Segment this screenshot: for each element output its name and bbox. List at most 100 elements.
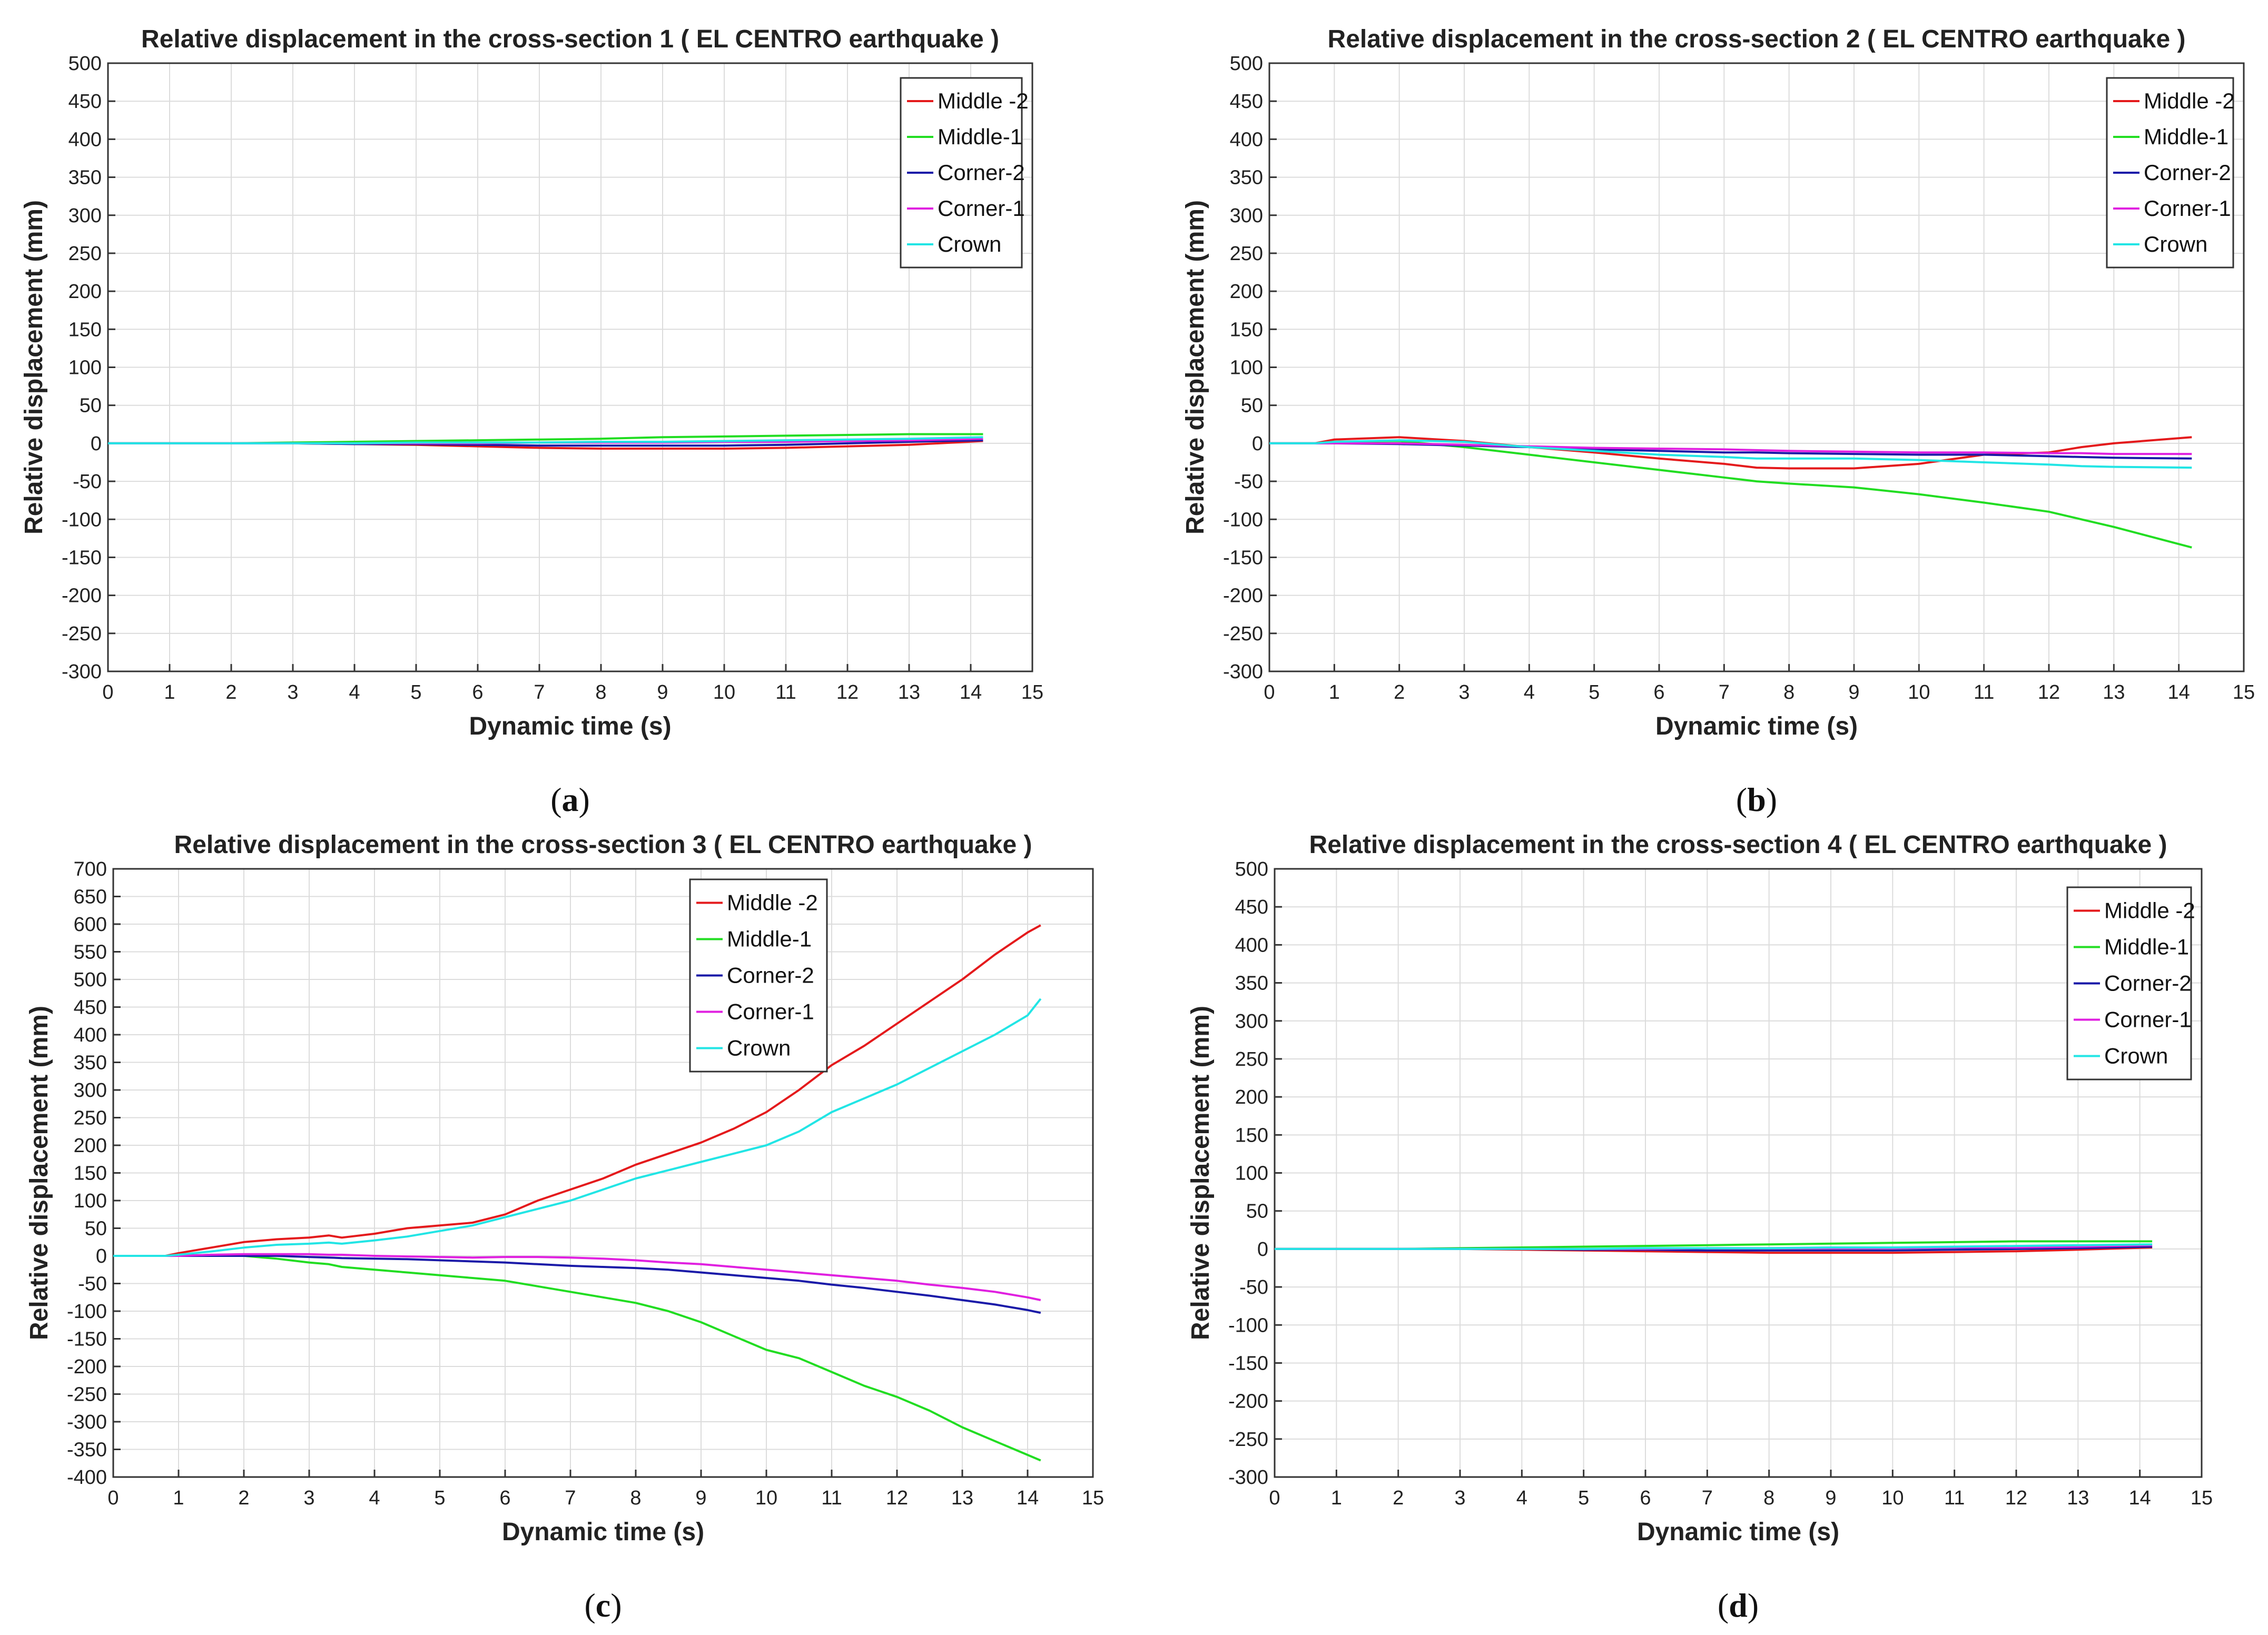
y-tick-label: 450 — [74, 997, 107, 1019]
y-tick-label: 200 — [1230, 281, 1263, 303]
x-tick-label: 7 — [565, 1487, 576, 1509]
y-tick-label: -50 — [1234, 471, 1263, 493]
x-tick-label: 8 — [1763, 1487, 1774, 1509]
y-tick-label: -150 — [67, 1329, 107, 1351]
x-tick-label: 2 — [1394, 681, 1405, 703]
x-tick-label: 14 — [2129, 1487, 2151, 1509]
series-line-corner-2 — [113, 1255, 1041, 1314]
x-tick-label: 4 — [349, 681, 360, 703]
x-tick-label: 13 — [898, 681, 920, 703]
legend-entry-label: Middle-1 — [2104, 935, 2189, 959]
x-tick-label: 10 — [713, 681, 735, 703]
x-tick-label: 6 — [1640, 1487, 1651, 1509]
y-axis-label: Relative displacement (mm) — [25, 1006, 53, 1340]
x-tick-label: 4 — [1516, 1487, 1527, 1509]
x-tick-label: 11 — [1974, 681, 1994, 703]
x-tick-label: 4 — [369, 1487, 380, 1509]
y-tick-label: -150 — [1223, 547, 1263, 569]
x-tick-label: 11 — [821, 1487, 842, 1509]
x-tick-label: 1 — [173, 1487, 184, 1509]
y-axis-label: Relative displacement (mm) — [20, 200, 48, 534]
x-tick-label: 14 — [960, 681, 982, 703]
panel-label: (b) — [1736, 781, 1777, 818]
x-tick-label: 0 — [1269, 1487, 1280, 1509]
panel-label-close-paren: ) — [1748, 1587, 1759, 1624]
panel-label: (a) — [550, 781, 590, 818]
legend: Middle -2 Middle-1 Corner-2 Corner-1 Crown — [2066, 886, 2195, 1081]
x-tick-label: 6 — [472, 681, 483, 703]
y-tick-label: -300 — [1223, 661, 1263, 683]
panel-label-open-paren: ( — [550, 781, 561, 818]
x-tick-label: 10 — [1908, 681, 1930, 703]
panel-label-open-paren: ( — [584, 1587, 595, 1624]
y-tick-label: 400 — [1230, 128, 1263, 151]
x-tick-label: 9 — [695, 1487, 706, 1509]
x-tick-label: 10 — [755, 1487, 777, 1509]
x-tick-label: 8 — [630, 1487, 641, 1509]
y-tick-label: 400 — [68, 128, 102, 151]
y-tick-label: 300 — [74, 1079, 107, 1102]
series-group — [1275, 1240, 2153, 1254]
x-axis-label: Dynamic time (s) — [1637, 1518, 1839, 1546]
x-tick-label: 15 — [1082, 1487, 1104, 1509]
chart-title: Relative displacement in the cross-secti… — [141, 25, 999, 53]
chart-panel-d: 0 1 2 3 4 5 6 7 8 9 10 11 12 13 14 15-300-250-200-150-1… — [1187, 831, 2213, 1624]
y-tick-label: -250 — [62, 623, 102, 645]
y-tick-label: -250 — [67, 1384, 107, 1406]
y-tick-label: 300 — [1230, 205, 1263, 227]
y-tick-label: -150 — [62, 547, 102, 569]
y-tick-label: -200 — [67, 1356, 107, 1378]
y-tick-label: 250 — [1230, 243, 1263, 265]
x-tick-label: 9 — [657, 681, 668, 703]
legend: Middle -2 Middle-1 Corner-2 Corner-1 Crown — [689, 878, 828, 1073]
legend-entry-label: Corner-2 — [2144, 160, 2231, 185]
y-tick-label: 50 — [80, 395, 102, 417]
x-tick-label: 5 — [1589, 681, 1600, 703]
legend-entry-label: Corner-1 — [2144, 196, 2231, 221]
y-tick-label: -50 — [78, 1273, 107, 1295]
x-tick-label: 4 — [1524, 681, 1535, 703]
y-tick-label: -200 — [1223, 585, 1263, 607]
panel-label-close-paren: ) — [610, 1587, 622, 1624]
chart-title: Relative displacement in the cross-secti… — [1328, 25, 2186, 53]
y-axis-label: Relative displacement (mm) — [1181, 200, 1209, 534]
y-tick-label: 350 — [1230, 167, 1263, 189]
x-tick-label: 11 — [1944, 1487, 1965, 1509]
y-tick-label: -250 — [1228, 1429, 1268, 1451]
series-line-crown — [108, 436, 983, 444]
panel-label-close-paren: ) — [1766, 781, 1777, 818]
legend-entry-label: Middle-1 — [727, 927, 812, 952]
legend-entry-label: Corner-1 — [938, 196, 1025, 221]
y-tick-label: 500 — [1230, 53, 1263, 75]
legend-entry-label: Corner-2 — [938, 160, 1025, 185]
y-tick-label: -300 — [62, 661, 102, 683]
y-tick-label: 450 — [1230, 91, 1263, 113]
legend-entry-label: Middle -2 — [938, 88, 1029, 113]
y-tick-label: -100 — [67, 1301, 107, 1323]
legend-entry-label: Corner-2 — [727, 963, 814, 988]
y-tick-label: 50 — [85, 1218, 107, 1240]
x-tick-label: 2 — [1393, 1487, 1404, 1509]
x-tick-label: 14 — [1017, 1487, 1039, 1509]
series-group — [108, 433, 983, 450]
legend-entry-label: Middle -2 — [2144, 88, 2235, 113]
legend-entry-label: Middle-1 — [2144, 124, 2228, 149]
y-tick-label: 500 — [1235, 858, 1268, 880]
panel-label: (c) — [584, 1587, 622, 1624]
series-line-crown — [1275, 1243, 2153, 1250]
x-tick-label: 5 — [1578, 1487, 1589, 1509]
chart-panel-a: 0 1 2 3 4 5 6 7 8 9 10 11 12 13 14 15-300-250-200-150-1… — [20, 25, 1043, 818]
x-tick-label: 1 — [164, 681, 175, 703]
panel-label-close-paren: ) — [579, 781, 590, 818]
panel-label-open-paren: ( — [1718, 1587, 1729, 1624]
panel-label-open-paren: ( — [1736, 781, 1747, 818]
y-tick-label: -50 — [1239, 1276, 1268, 1299]
x-tick-label: 6 — [499, 1487, 510, 1509]
y-tick-label: 50 — [1241, 395, 1263, 417]
y-tick-label: 500 — [68, 53, 102, 75]
x-tick-label: 3 — [287, 681, 298, 703]
x-tick-label: 12 — [2005, 1487, 2027, 1509]
y-tick-label: -100 — [62, 509, 102, 531]
x-tick-label: 2 — [225, 681, 236, 703]
legend: Middle -2 Middle-1 Corner-2 Corner-1 Crown — [900, 77, 1029, 269]
